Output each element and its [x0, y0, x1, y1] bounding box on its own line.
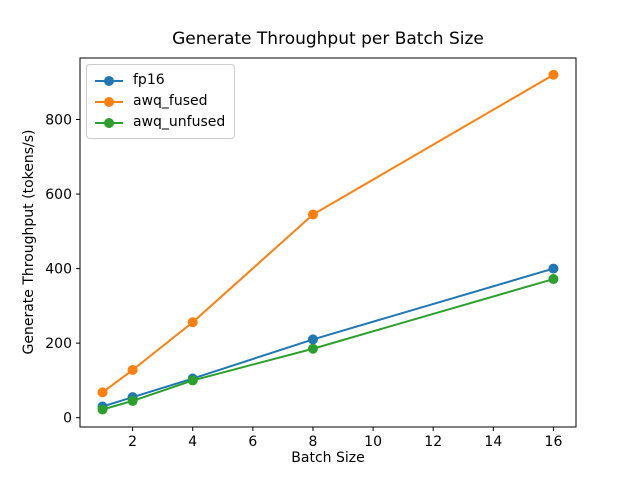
x-tick-label: 8	[309, 434, 318, 450]
data-point-awq_unfused	[307, 343, 318, 354]
y-tick-label: 800	[45, 113, 72, 129]
data-point-awq_unfused	[97, 404, 108, 415]
data-point-fp16	[548, 263, 559, 274]
data-point-awq_unfused	[548, 274, 559, 285]
legend-line-sample	[95, 96, 123, 107]
series-awq_unfused	[97, 274, 559, 415]
legend-item-awq_unfused: awq_unfused	[94, 112, 225, 133]
legend-line-sample	[95, 75, 123, 86]
x-tick-label: 10	[364, 434, 382, 450]
legend-label: awq_fused	[133, 93, 208, 109]
y-tick-label: 400	[45, 262, 72, 278]
series-awq_fused	[97, 69, 559, 398]
x-axis-label: Batch Size	[291, 450, 365, 466]
x-tick-label: 2	[128, 434, 137, 450]
x-tick-label: 4	[188, 434, 197, 450]
y-axis: 0 200 400 600 800	[45, 113, 80, 427]
legend-item-fp16: fp16	[94, 70, 225, 91]
y-tick-label: 200	[45, 336, 72, 352]
data-point-awq_fused	[307, 209, 318, 220]
plot-frame	[79, 57, 577, 428]
data-point-awq_fused	[548, 69, 559, 80]
y-tick-label: 600	[45, 187, 72, 203]
data-point-awq_fused	[127, 364, 138, 375]
legend-line-sample	[95, 117, 123, 128]
series-line-awq_unfused	[102, 278, 554, 411]
legend-item-awq_fused: awq_fused	[94, 91, 225, 112]
series-line-fp16	[102, 267, 554, 408]
data-point-awq_unfused	[187, 375, 198, 386]
data-point-fp16	[307, 334, 318, 345]
x-tick-label: 12	[424, 434, 442, 450]
legend-label: awq_unfused	[133, 114, 226, 130]
data-point-awq_fused	[187, 317, 198, 328]
legend: fp16 awq_fused awq_unfused	[86, 64, 236, 139]
x-tick-label: 6	[248, 434, 257, 450]
x-axis: 2 4 6 8 10 12 14 16	[128, 427, 562, 450]
x-tick-label: 16	[545, 434, 563, 450]
y-tick-label: 0	[63, 411, 72, 427]
x-tick-label: 14	[484, 434, 502, 450]
data-point-awq_unfused	[127, 395, 138, 406]
chart-title: Generate Throughput per Batch Size	[172, 29, 484, 49]
legend-label: fp16	[133, 72, 165, 88]
data-point-awq_fused	[97, 387, 108, 398]
